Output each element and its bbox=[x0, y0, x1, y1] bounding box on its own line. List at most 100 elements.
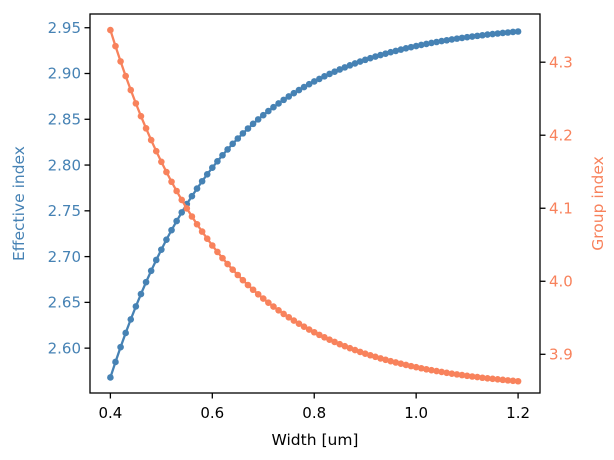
data-point bbox=[117, 58, 124, 65]
data-point bbox=[305, 80, 313, 88]
data-point bbox=[453, 35, 461, 42]
data-point bbox=[209, 242, 216, 249]
data-point bbox=[509, 377, 517, 385]
right-tick-label: 4.1 bbox=[549, 199, 573, 217]
data-point bbox=[234, 135, 242, 142]
data-point bbox=[209, 164, 216, 172]
data-point bbox=[107, 374, 114, 381]
data-point bbox=[443, 36, 451, 44]
data-point bbox=[326, 336, 333, 343]
data-point bbox=[244, 125, 252, 132]
data-point bbox=[438, 37, 445, 45]
data-point bbox=[168, 226, 175, 234]
data-point bbox=[438, 368, 445, 376]
data-point bbox=[494, 30, 502, 37]
data-point bbox=[377, 51, 384, 59]
data-point bbox=[214, 248, 221, 256]
data-point bbox=[392, 47, 400, 55]
x-axis-label: Width [um] bbox=[272, 431, 359, 449]
data-point bbox=[132, 100, 140, 107]
data-point bbox=[346, 344, 354, 352]
data-point bbox=[428, 366, 435, 374]
data-point bbox=[433, 38, 440, 46]
data-point bbox=[366, 351, 374, 359]
data-point bbox=[198, 228, 206, 235]
data-point bbox=[407, 43, 415, 51]
data-point bbox=[468, 33, 476, 40]
right-tick-label: 4.0 bbox=[549, 272, 573, 290]
data-point bbox=[346, 62, 354, 69]
data-point bbox=[382, 50, 389, 57]
data-point bbox=[203, 171, 211, 178]
data-point bbox=[280, 310, 287, 318]
data-point bbox=[514, 377, 522, 385]
data-point bbox=[224, 260, 231, 268]
data-point bbox=[310, 328, 318, 336]
data-point bbox=[254, 290, 262, 298]
data-point bbox=[387, 357, 394, 365]
data-point bbox=[331, 338, 338, 346]
data-point bbox=[239, 276, 247, 284]
data-point bbox=[188, 213, 196, 220]
data-point bbox=[361, 56, 369, 64]
data-point bbox=[372, 353, 379, 361]
data-point bbox=[331, 68, 338, 75]
data-point bbox=[142, 125, 150, 132]
left-tick-label: 2.75 bbox=[48, 202, 81, 220]
data-point bbox=[280, 96, 287, 104]
data-point bbox=[453, 371, 461, 378]
data-point bbox=[443, 369, 451, 377]
axes-box bbox=[89, 13, 541, 394]
data-point bbox=[504, 377, 512, 384]
data-point bbox=[468, 373, 476, 380]
data-point bbox=[479, 31, 486, 39]
data-point bbox=[219, 151, 226, 159]
data-point bbox=[463, 372, 471, 380]
data-point bbox=[239, 130, 247, 137]
data-point bbox=[499, 376, 507, 384]
data-point bbox=[112, 358, 119, 366]
data-point bbox=[107, 26, 114, 34]
data-point bbox=[316, 331, 323, 339]
data-point bbox=[423, 365, 430, 373]
data-point bbox=[366, 54, 374, 62]
right-tick-label: 4.3 bbox=[549, 53, 573, 71]
data-point bbox=[341, 342, 349, 350]
data-point bbox=[300, 83, 308, 91]
data-point bbox=[290, 317, 298, 324]
data-point bbox=[336, 66, 344, 73]
data-point bbox=[270, 103, 277, 111]
data-point bbox=[275, 307, 282, 314]
data-point bbox=[173, 187, 180, 195]
data-point bbox=[285, 93, 293, 100]
data-point bbox=[193, 220, 201, 228]
data-point bbox=[392, 359, 400, 366]
data-point bbox=[178, 196, 186, 204]
data-point bbox=[122, 72, 129, 80]
data-point bbox=[142, 278, 150, 286]
data-point bbox=[249, 120, 257, 128]
data-point bbox=[127, 86, 135, 94]
data-point bbox=[234, 271, 242, 279]
data-point bbox=[504, 29, 512, 36]
data-point bbox=[254, 116, 262, 123]
data-point bbox=[183, 205, 191, 212]
data-point bbox=[377, 355, 384, 362]
data-point bbox=[122, 329, 129, 337]
data-point bbox=[484, 31, 491, 38]
data-point bbox=[321, 73, 328, 80]
data-point bbox=[402, 45, 410, 52]
data-point bbox=[428, 39, 435, 47]
data-point bbox=[158, 158, 165, 166]
data-point bbox=[198, 177, 206, 185]
data-point bbox=[152, 147, 160, 155]
left-tick-label: 2.95 bbox=[48, 19, 81, 37]
data-point bbox=[275, 100, 282, 107]
data-point bbox=[316, 75, 323, 83]
data-point bbox=[132, 303, 140, 310]
data-point bbox=[270, 303, 277, 310]
data-point bbox=[448, 36, 456, 43]
x-tick-label: 0.8 bbox=[302, 404, 326, 422]
